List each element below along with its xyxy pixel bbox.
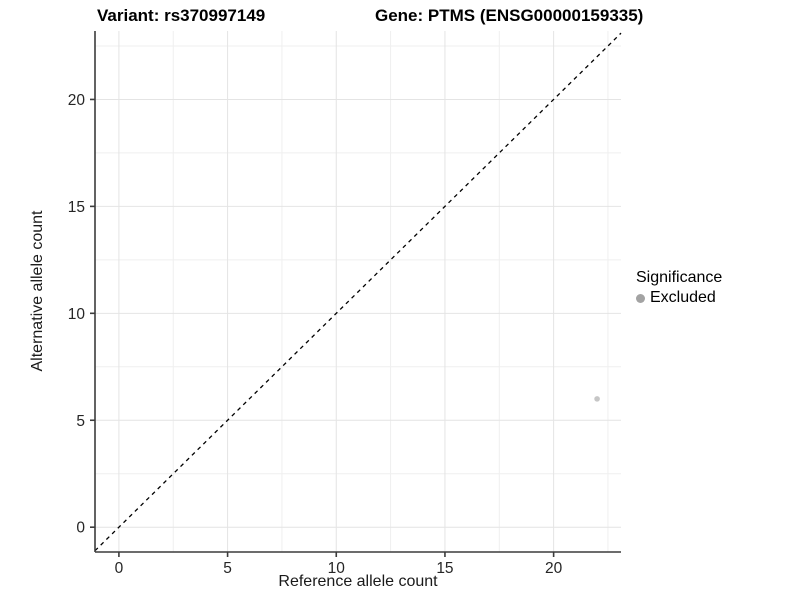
x-axis-label: Reference allele count xyxy=(278,573,438,590)
legend-key-dot-icon xyxy=(636,293,645,303)
legend: Significance Excluded xyxy=(636,268,722,308)
x-tick-label: 5 xyxy=(223,560,232,577)
x-tick-label: 10 xyxy=(328,560,346,577)
y-tick-label: 10 xyxy=(68,306,86,323)
legend-item-excluded: Excluded xyxy=(636,288,722,308)
plot-title-gene: Gene: PTMS (ENSG00000159335) xyxy=(375,6,644,25)
x-tick-label: 0 xyxy=(115,560,124,577)
y-tick-label: 20 xyxy=(68,92,86,109)
y-tick-label: 0 xyxy=(76,520,85,537)
data-point xyxy=(594,396,600,402)
y-tick-label: 5 xyxy=(76,413,85,430)
legend-item-label: Excluded xyxy=(650,289,716,306)
identity-dashed-line xyxy=(94,32,622,552)
y-axis-label: Alternative allele count xyxy=(29,210,46,372)
plot-title-variant: Variant: rs370997149 xyxy=(97,6,266,25)
y-tick-label: 15 xyxy=(68,199,85,216)
legend-title: Significance xyxy=(636,269,723,286)
x-tick-label: 15 xyxy=(436,560,453,577)
x-tick-label: 20 xyxy=(545,560,563,577)
